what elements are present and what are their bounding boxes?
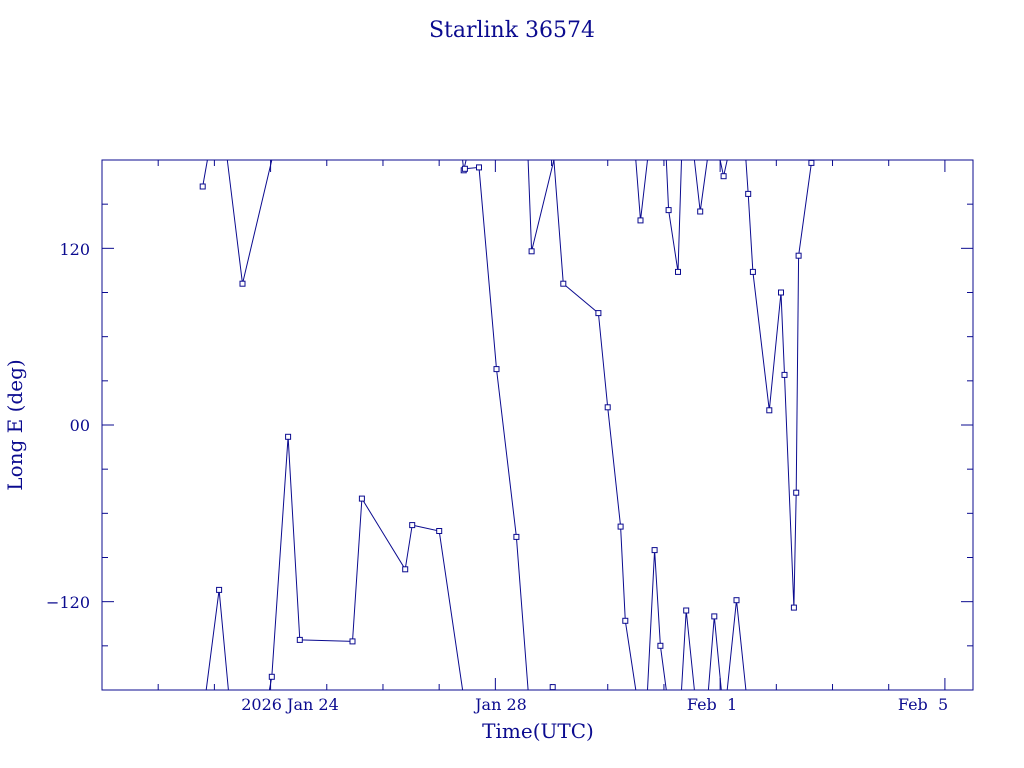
- data-point: [749, 268, 756, 275]
- series-line: [693, 159, 708, 212]
- data-point: [560, 280, 567, 287]
- series-line: [635, 159, 648, 221]
- plot-area-frame: [101, 159, 974, 691]
- data-point: [733, 597, 740, 604]
- data-point: [697, 208, 704, 215]
- data-point: [409, 522, 416, 529]
- data-point: [604, 404, 611, 411]
- data-point: [622, 617, 629, 624]
- y-axis-label: Long E (deg): [3, 359, 27, 490]
- data-point: [461, 165, 468, 172]
- data-point: [711, 613, 718, 620]
- chart-title: Starlink 36574: [429, 18, 595, 43]
- data-point: [402, 566, 409, 573]
- series-line: [707, 616, 722, 691]
- x-tick-label-jan-28: Jan 28: [473, 695, 527, 714]
- x-tick-label-feb-5: Feb 5: [898, 695, 948, 714]
- series-layer: [202, 159, 814, 691]
- data-point: [651, 547, 658, 554]
- data-point: [493, 366, 500, 373]
- data-point: [781, 371, 788, 378]
- series-line: [681, 610, 695, 691]
- series-line: [553, 159, 637, 691]
- data-point: [268, 673, 275, 680]
- series-line: [527, 159, 555, 252]
- data-point: [745, 190, 752, 197]
- series-line: [226, 159, 273, 284]
- series-line: [202, 159, 208, 187]
- x-axis-label: Time(UTC): [482, 719, 594, 743]
- series-line: [726, 600, 747, 691]
- data-point: [595, 310, 602, 317]
- series-line: [647, 550, 667, 691]
- series-line: [665, 159, 682, 272]
- data-point: [637, 217, 644, 224]
- data-point: [657, 642, 664, 649]
- y-tick-label-minus-120: −120: [46, 593, 90, 612]
- data-point: [778, 289, 784, 296]
- x-tick-label-feb-1: Feb 1: [687, 695, 737, 714]
- data-point: [199, 183, 206, 190]
- data-point: [296, 636, 303, 643]
- data-point: [790, 604, 797, 611]
- data-point: [675, 268, 681, 275]
- data-point: [549, 684, 556, 691]
- series-line: [464, 166, 529, 691]
- y-tick-label-120: 120: [59, 240, 90, 259]
- y-tick-label-0: 00: [70, 416, 90, 435]
- data-point: [795, 252, 802, 259]
- data-point: [513, 533, 520, 540]
- data-point: [528, 248, 535, 255]
- data-point: [239, 280, 246, 287]
- data-point: [216, 586, 223, 593]
- series-line: [745, 159, 814, 608]
- data-point: [766, 407, 773, 414]
- x-tick-label-jan-24: 2026 Jan 24: [241, 695, 339, 714]
- data-point: [793, 489, 800, 496]
- data-point: [476, 164, 482, 171]
- marker-layer: [199, 159, 815, 691]
- data-point: [349, 638, 356, 645]
- data-point: [285, 433, 292, 440]
- series-line: [205, 589, 229, 691]
- data-point: [808, 159, 815, 166]
- axis-ticks: [102, 160, 973, 690]
- data-point: [665, 207, 672, 214]
- data-point: [436, 528, 443, 534]
- data-point: [720, 173, 727, 180]
- data-point: [358, 495, 365, 502]
- data-point: [617, 523, 624, 530]
- series-line: [268, 436, 464, 691]
- data-point: [683, 607, 690, 614]
